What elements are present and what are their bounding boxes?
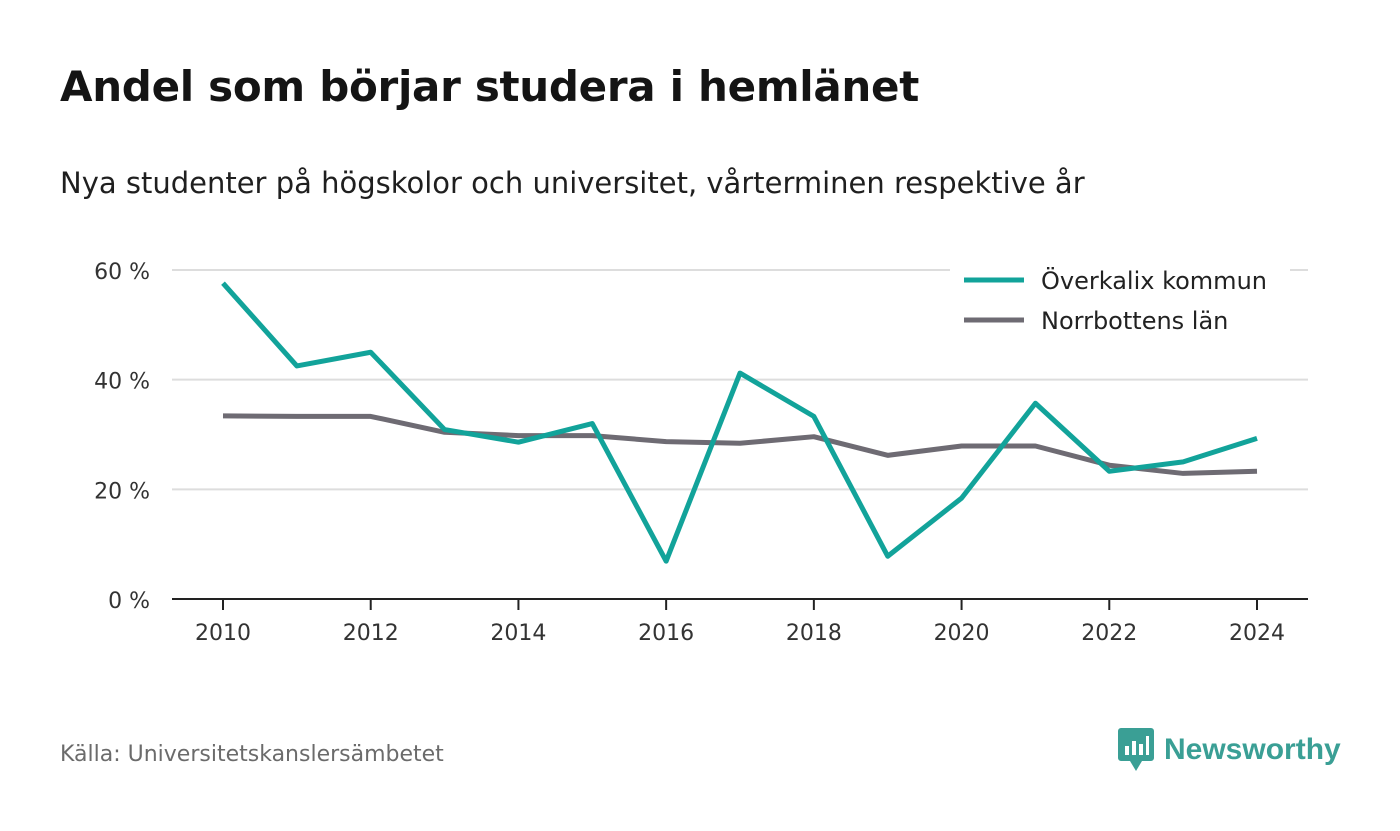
x-tick-label: 2018 bbox=[786, 621, 842, 646]
x-tick-label: 2020 bbox=[934, 621, 990, 646]
legend: Överkalix kommun Norrbottens län bbox=[950, 252, 1290, 352]
x-tick-label: 2016 bbox=[638, 621, 694, 646]
legend-background bbox=[950, 252, 1290, 352]
chart-subtitle: Nya studenter på högskolor och universit… bbox=[60, 166, 1085, 200]
series-line bbox=[222, 413, 1258, 476]
y-tick-label: 20 % bbox=[94, 479, 150, 504]
line-chart: 0 % 20 % 40 % 60 % 2010 2012 2014 2016 2018 2020… bbox=[94, 252, 1308, 646]
x-tick-label: 2022 bbox=[1081, 621, 1137, 646]
legend-label: Överkalix kommun bbox=[1041, 266, 1267, 295]
x-tick-label: 2014 bbox=[490, 621, 546, 646]
y-tick-label: 60 % bbox=[94, 260, 150, 285]
y-tick-label: 0 % bbox=[108, 589, 150, 614]
source-note: Källa: Universitetskanslersämbetet bbox=[60, 742, 444, 767]
x-tick-label: 2012 bbox=[343, 621, 399, 646]
brand-logo[interactable]: Newsworthy bbox=[1118, 727, 1341, 773]
x-tick-label: 2024 bbox=[1229, 621, 1285, 646]
newsworthy-logo-icon bbox=[1118, 728, 1154, 771]
x-axis: 2010 2012 2014 2016 2018 2020 2022 2024 bbox=[172, 598, 1308, 646]
legend-label: Norrbottens län bbox=[1041, 307, 1228, 335]
x-tick-label: 2010 bbox=[195, 621, 251, 646]
chart-title: Andel som börjar studera i hemlänet bbox=[60, 62, 919, 111]
brand-name: Newsworthy bbox=[1164, 733, 1341, 766]
y-axis-tick-labels: 0 % 20 % 40 % 60 % bbox=[94, 260, 150, 614]
y-tick-label: 40 % bbox=[94, 370, 150, 395]
series-line bbox=[221, 281, 1258, 564]
series-lines bbox=[221, 281, 1258, 564]
